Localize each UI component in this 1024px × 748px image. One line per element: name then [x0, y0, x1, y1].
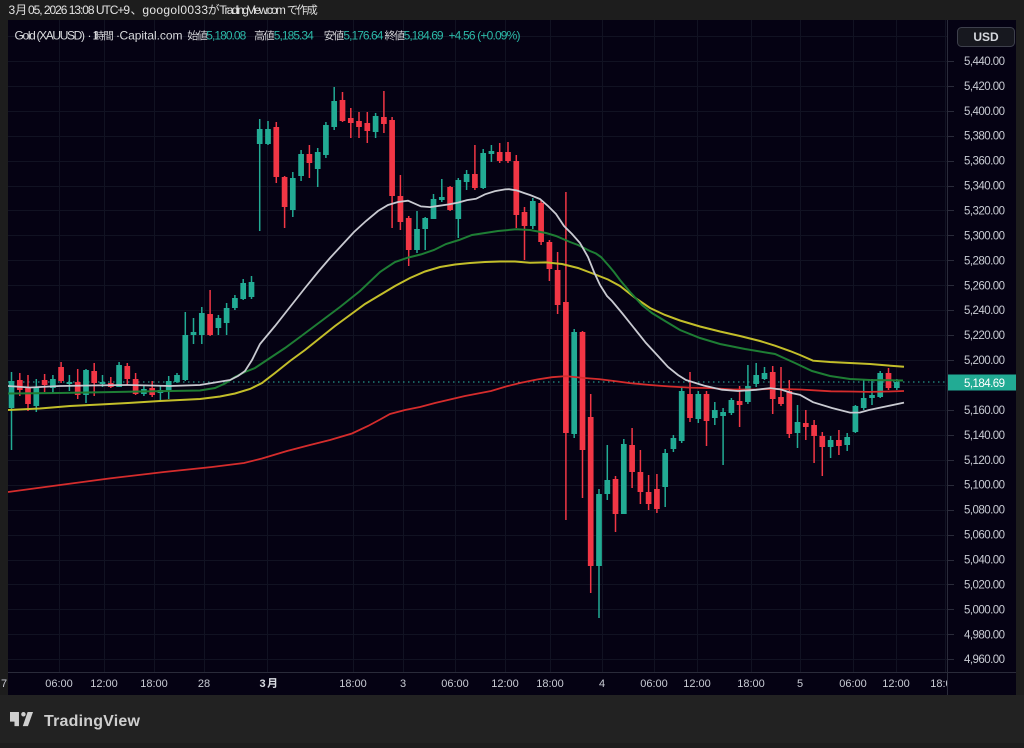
svg-text:·: ·: [116, 29, 120, 43]
svg-text:5,300.00: 5,300.00: [964, 230, 1005, 242]
svg-text:06:00: 06:00: [441, 678, 469, 690]
svg-text:06:00: 06:00: [839, 678, 867, 690]
svg-text:05, 2026 13:08 UTC+9: 05, 2026 13:08 UTC+9: [28, 3, 130, 17]
svg-text:5,060.00: 5,060.00: [964, 530, 1005, 542]
svg-text:5,184.69: 5,184.69: [404, 29, 444, 43]
svg-text:5,400.00: 5,400.00: [964, 106, 1005, 118]
svg-text:3: 3: [400, 678, 406, 690]
svg-text:5,040.00: 5,040.00: [964, 555, 1005, 567]
svg-text:06:00: 06:00: [45, 678, 73, 690]
svg-text:5,440.00: 5,440.00: [964, 56, 1005, 68]
svg-text:USD: USD: [973, 30, 999, 44]
svg-text:5,160.00: 5,160.00: [964, 405, 1005, 417]
svg-text:4: 4: [599, 678, 605, 690]
svg-text:3: 3: [260, 678, 266, 690]
svg-text:5,120.00: 5,120.00: [964, 455, 1005, 467]
svg-text:7: 7: [1, 678, 7, 690]
svg-text:5,420.00: 5,420.00: [964, 81, 1005, 93]
svg-text:5,320.00: 5,320.00: [964, 206, 1005, 218]
svg-text:5,340.00: 5,340.00: [964, 181, 1005, 193]
svg-text:·: ·: [88, 29, 92, 43]
svg-text:5,280.00: 5,280.00: [964, 255, 1005, 267]
svg-text:4,960.00: 4,960.00: [964, 654, 1005, 666]
svg-text:3: 3: [9, 3, 16, 17]
svg-text:5,140.00: 5,140.00: [964, 430, 1005, 442]
svg-text:5,220.00: 5,220.00: [964, 330, 1005, 342]
svg-text:Gold (XAUUSD): Gold (XAUUSD): [15, 29, 86, 43]
svg-text:12:00: 12:00: [90, 678, 118, 690]
svg-text:TradingView.com: TradingView.com: [219, 3, 286, 17]
svg-text:TradingView: TradingView: [44, 713, 141, 730]
svg-text:5,200.00: 5,200.00: [964, 355, 1005, 367]
svg-text:googol0033: googol0033: [142, 3, 208, 17]
svg-text:5,020.00: 5,020.00: [964, 579, 1005, 591]
svg-text:5,240.00: 5,240.00: [964, 305, 1005, 317]
svg-text:5,080.00: 5,080.00: [964, 505, 1005, 517]
svg-text:+4.56 (+0.09%): +4.56 (+0.09%): [449, 29, 521, 43]
svg-text:5,380.00: 5,380.00: [964, 131, 1005, 143]
svg-text:06:00: 06:00: [640, 678, 668, 690]
svg-text:18:00: 18:00: [536, 678, 564, 690]
svg-text:5,360.00: 5,360.00: [964, 156, 1005, 168]
svg-text:12:00: 12:00: [882, 678, 910, 690]
svg-text:1: 1: [93, 29, 100, 43]
svg-text:5,184.69: 5,184.69: [964, 378, 1005, 390]
svg-text:28: 28: [198, 678, 210, 690]
svg-text:5,185.34: 5,185.34: [274, 29, 314, 43]
svg-text:4,980.00: 4,980.00: [964, 629, 1005, 641]
svg-text:18:00: 18:00: [737, 678, 765, 690]
svg-text:5,180.08: 5,180.08: [206, 29, 246, 43]
svg-text:18:00: 18:00: [140, 678, 168, 690]
svg-text:12:00: 12:00: [683, 678, 711, 690]
svg-text:5,176.64: 5,176.64: [343, 29, 383, 43]
svg-text:5,260.00: 5,260.00: [964, 280, 1005, 292]
svg-text:5,100.00: 5,100.00: [964, 480, 1005, 492]
svg-text:12:00: 12:00: [491, 678, 519, 690]
svg-text:Capital.com: Capital.com: [120, 29, 183, 43]
svg-text:18:00: 18:00: [339, 678, 367, 690]
svg-text:5: 5: [797, 678, 803, 690]
svg-text:18:00: 18:00: [930, 678, 958, 690]
svg-text:5,000.00: 5,000.00: [964, 604, 1005, 616]
